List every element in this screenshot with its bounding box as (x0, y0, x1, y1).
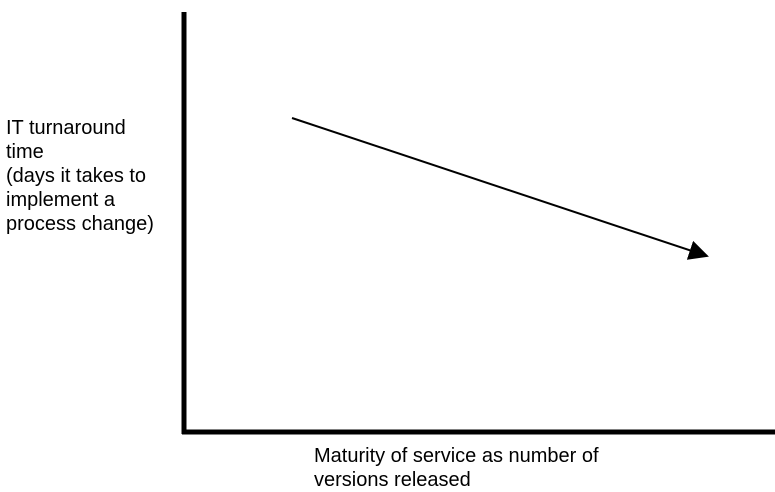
trend-arrow (291, 117, 709, 260)
x-axis-label-line: Maturity of service as number of (314, 445, 599, 467)
y-axis-label-line: (days it takes to (6, 165, 147, 187)
y-axis-label-line: time (6, 141, 44, 163)
y-axis-label-line: IT turnaround (6, 117, 126, 139)
y-axis-label-line: process change) (6, 213, 154, 235)
y-axis-label: IT turnaround time (days it takes to imp… (6, 116, 178, 236)
x-axis-label: Maturity of service as number of version… (314, 444, 599, 492)
x-axis-label-line: versions released (314, 469, 471, 491)
y-axis-label-line: implement a (6, 189, 115, 211)
